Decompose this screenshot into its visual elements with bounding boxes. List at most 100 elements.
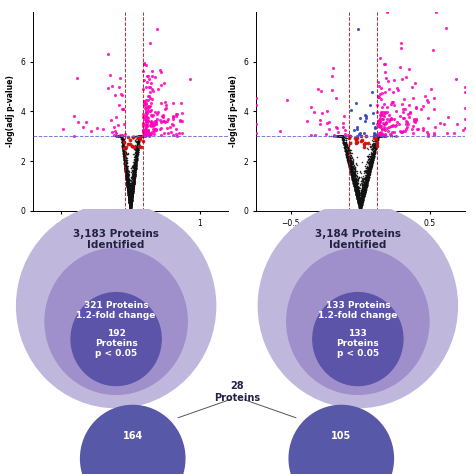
Point [376, 131, 384, 138]
Point [371, 149, 378, 156]
Point [357, 200, 365, 208]
Point [119, 143, 127, 151]
Point [368, 159, 375, 167]
Point [367, 150, 375, 157]
Point [126, 197, 134, 205]
Point [149, 121, 157, 128]
Point [128, 189, 136, 197]
Point [120, 155, 128, 163]
Point [121, 147, 128, 155]
Point [120, 120, 128, 128]
Point [325, 118, 332, 126]
Point [365, 154, 372, 161]
Point [356, 202, 364, 210]
Point [130, 175, 137, 183]
Point [372, 137, 380, 145]
Point [132, 161, 139, 169]
Point [339, 137, 346, 145]
Point [353, 176, 360, 183]
Point [118, 134, 125, 141]
Point [358, 181, 366, 189]
Point [356, 199, 364, 206]
Point [359, 177, 366, 184]
Point [347, 164, 355, 172]
Point [135, 142, 142, 149]
Point [125, 191, 132, 199]
Point [126, 202, 134, 210]
Point [340, 132, 347, 140]
Point [132, 164, 139, 172]
Point [124, 188, 132, 195]
Point [346, 164, 354, 172]
Point [361, 187, 368, 194]
Point [353, 191, 361, 198]
Point [118, 135, 126, 143]
Point [356, 205, 364, 213]
Point [350, 175, 358, 182]
Point [346, 164, 353, 171]
Point [135, 142, 142, 150]
Point [117, 132, 125, 140]
Point [131, 145, 139, 152]
Point [374, 132, 382, 140]
Point [358, 185, 366, 193]
Point [380, 132, 388, 140]
Point [131, 173, 138, 180]
Point [425, 114, 432, 122]
Point [368, 155, 376, 162]
Point [365, 154, 373, 162]
Point [128, 175, 136, 183]
Point [153, 25, 160, 33]
Point [127, 198, 135, 206]
Point [128, 183, 136, 191]
Point [135, 140, 143, 147]
Point [124, 172, 132, 179]
Point [347, 172, 355, 179]
Point [341, 130, 349, 137]
Point [132, 156, 140, 164]
Point [130, 172, 138, 179]
Point [126, 191, 133, 198]
Point [126, 196, 133, 204]
Point [361, 180, 368, 187]
Point [381, 100, 388, 108]
Point [128, 197, 135, 205]
Point [127, 203, 134, 210]
Point [122, 174, 130, 182]
Point [124, 180, 131, 187]
Point [128, 192, 135, 200]
Point [128, 191, 135, 199]
Point [126, 197, 133, 204]
Point [352, 169, 359, 177]
Point [125, 192, 133, 200]
Point [332, 132, 340, 140]
Point [121, 164, 129, 172]
Point [353, 182, 361, 190]
Point [365, 171, 372, 179]
Point [358, 197, 366, 205]
Point [128, 179, 135, 187]
Point [128, 188, 136, 196]
Point [363, 172, 371, 179]
Point [360, 182, 368, 190]
Point [129, 188, 137, 195]
Point [364, 159, 372, 166]
Point [121, 153, 128, 161]
Point [120, 154, 128, 161]
Point [129, 177, 137, 185]
Point [132, 166, 139, 174]
Point [136, 134, 143, 142]
Point [368, 154, 376, 162]
Point [119, 149, 127, 156]
Point [122, 170, 130, 177]
Point [152, 108, 159, 116]
Point [133, 154, 140, 161]
Point [366, 161, 374, 168]
Point [363, 164, 371, 171]
Point [122, 163, 129, 170]
Point [351, 180, 358, 187]
Point [129, 187, 137, 195]
Point [356, 201, 364, 209]
Point [134, 150, 141, 157]
Point [346, 165, 354, 173]
